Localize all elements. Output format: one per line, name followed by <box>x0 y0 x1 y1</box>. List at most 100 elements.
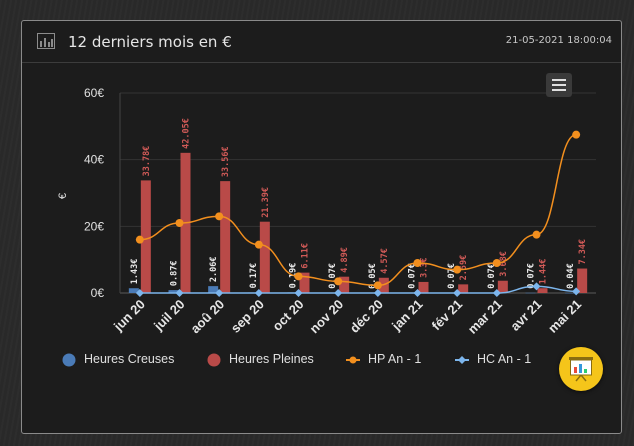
point-hc-an-1 <box>532 282 541 291</box>
presentation-chart-icon <box>569 357 593 382</box>
y-tick-label: 60€ <box>84 86 104 100</box>
point-hp-an-1 <box>334 277 343 286</box>
presentation-button[interactable] <box>559 347 603 391</box>
legend-label: HC An - 1 <box>477 352 532 366</box>
x-tick-label: oct 20 <box>269 297 306 334</box>
bar-heures-creuses <box>208 286 219 293</box>
legend-circle-icon <box>62 353 76 367</box>
bar-heures-creuses <box>168 290 179 293</box>
point-hc-an-1 <box>215 289 224 297</box>
data-label-heures-creuses: 0.07€ <box>447 263 457 289</box>
hamburger-menu-icon <box>552 79 566 81</box>
point-hp-an-1 <box>572 130 581 139</box>
legend-circle-icon <box>207 353 221 367</box>
data-label-heures-creuses: 0.17€ <box>249 263 259 289</box>
point-hp-an-1 <box>254 240 263 249</box>
data-label-heures-creuses: 0.07€ <box>527 263 537 289</box>
point-hc-an-1 <box>175 289 184 297</box>
point-hp-an-1 <box>532 230 541 239</box>
point-hp-an-1 <box>373 281 382 290</box>
data-label-heures-pleines: 3.68€ <box>499 251 509 277</box>
data-label-heures-pleines: 33.56€ <box>221 146 231 177</box>
data-label-heures-pleines: 7.34€ <box>578 239 588 265</box>
y-axis-label: € <box>57 193 69 199</box>
bar-heures-pleines <box>418 281 429 293</box>
line-hc-an-1 <box>139 285 577 294</box>
legend-line-diamond-icon <box>455 356 469 364</box>
bar-heures-pleines <box>140 180 151 293</box>
data-label-heures-pleines: 33.78€ <box>142 146 152 177</box>
bar-heures-pleines <box>220 181 231 293</box>
legend-line-circle-icon <box>346 356 360 364</box>
chart-panel: 12 derniers mois en € 21-05-2021 18:00:0… <box>21 20 622 434</box>
point-hp-an-1 <box>135 235 144 244</box>
data-label-heures-creuses: 0.07€ <box>487 263 497 289</box>
bar-heures-pleines <box>299 272 310 293</box>
data-label-heures-creuses: 0.07€ <box>408 263 418 289</box>
point-hp-an-1 <box>215 212 224 221</box>
x-tick-label: mai 21 <box>545 297 584 336</box>
data-label-heures-pleines: 4.89€ <box>340 247 350 273</box>
point-hp-an-1 <box>492 259 501 267</box>
data-label-heures-creuses: 1.43€ <box>130 259 140 285</box>
x-tick-label: avr 21 <box>507 297 544 334</box>
bar-heures-creuses <box>128 288 139 293</box>
hamburger-menu-icon-line <box>552 89 566 91</box>
panel-header: 12 derniers mois en € 21-05-2021 18:00:0… <box>22 21 621 63</box>
point-hc-an-1 <box>492 289 501 297</box>
line-hp-an-1 <box>139 133 577 287</box>
point-hp-an-1 <box>294 272 303 281</box>
data-label-heures-pleines: 6.11€ <box>301 243 311 269</box>
bar-heures-pleines <box>497 280 508 293</box>
y-tick-label: 20€ <box>84 219 104 233</box>
point-hc-an-1 <box>572 287 581 296</box>
bar-heures-pleines <box>378 277 389 293</box>
point-hc-an-1 <box>334 289 343 297</box>
data-label-heures-pleines: 2.59€ <box>459 255 469 281</box>
legend-label: Heures Creuses <box>84 352 175 366</box>
x-tick-label: mar 21 <box>465 297 505 337</box>
x-tick-label: sep 20 <box>228 297 267 336</box>
panel-timestamp: 21-05-2021 18:00:04 <box>505 35 612 46</box>
panel-title: 12 derniers mois en € <box>68 33 232 51</box>
data-label-heures-pleines: 1.44€ <box>539 259 549 285</box>
point-hp-an-1 <box>175 219 184 227</box>
data-label-heures-pleines: 21.39€ <box>261 187 271 218</box>
data-label-heures-pleines: 42.05€ <box>182 118 192 149</box>
bar-heures-pleines <box>259 221 270 293</box>
point-hc-an-1 <box>373 289 382 297</box>
bar-chart-icon <box>37 33 55 49</box>
chart-menu-button[interactable] <box>546 73 572 97</box>
y-tick-label: 0€ <box>91 286 105 300</box>
data-label-heures-creuses: 0.05€ <box>368 263 378 289</box>
data-label-heures-creuses: 0.87€ <box>170 261 180 287</box>
point-hc-an-1 <box>294 289 303 297</box>
point-hc-an-1 <box>453 289 462 297</box>
legend-label: HP An - 1 <box>368 352 422 366</box>
data-label-heures-pleines: 3.3€ <box>420 257 430 277</box>
x-tick-label: aoû 20 <box>188 297 228 337</box>
bar-heures-pleines <box>339 276 350 293</box>
legend-label: Heures Pleines <box>229 352 314 366</box>
point-hc-an-1 <box>135 289 144 297</box>
x-tick-label: fév 21 <box>429 297 466 334</box>
x-tick-label: jun 20 <box>110 297 148 335</box>
x-tick-label: nov 20 <box>307 297 347 337</box>
bar-heures-pleines <box>458 284 469 293</box>
bar-heures-creuses <box>565 292 576 294</box>
point-hc-an-1 <box>254 289 263 297</box>
bar-heures-pleines <box>537 288 548 293</box>
x-tick-label: juil 20 <box>150 297 187 334</box>
y-tick-label: 40€ <box>84 153 104 167</box>
point-hp-an-1 <box>453 265 462 274</box>
point-hp-an-1 <box>413 259 422 267</box>
data-label-heures-pleines: 4.57€ <box>380 248 390 274</box>
x-tick-label: jan 21 <box>388 297 425 334</box>
hamburger-menu-icon-line <box>552 84 566 86</box>
data-label-heures-creuses: 2.06€ <box>209 257 219 283</box>
data-label-heures-creuses: 0.04€ <box>566 263 576 289</box>
x-tick-label: déc 20 <box>347 297 386 336</box>
data-label-heures-creuses: 0.07€ <box>328 263 338 289</box>
point-hc-an-1 <box>413 289 422 297</box>
